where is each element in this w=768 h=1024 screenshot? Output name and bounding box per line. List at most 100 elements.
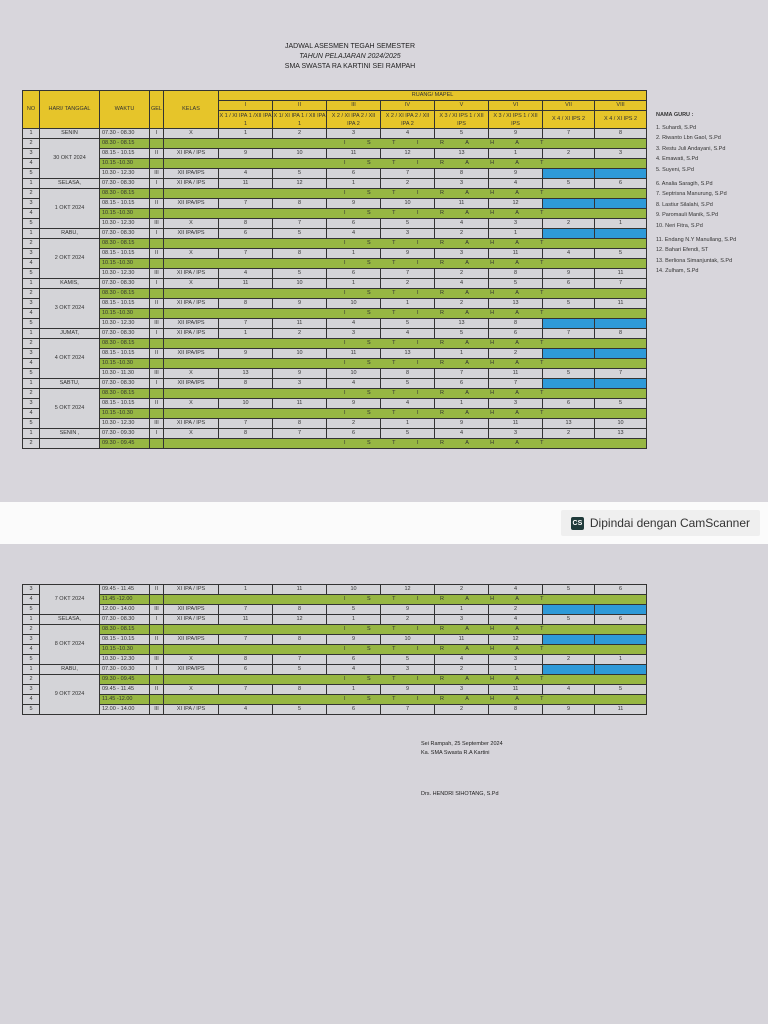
session-gel: III [149,368,164,379]
empty-room-cell [542,604,595,615]
break-label: I S T I R A H A T [163,694,647,705]
room-teacher-number: 9 [488,128,543,139]
room-teacher-number: 9 [326,634,381,645]
header-room-6: VI [488,100,543,111]
room-teacher-number: 7 [488,378,543,389]
session-class: XII IPA/IPS [163,378,219,389]
teacher-item: 4. Emawati, S.Pd [656,156,699,163]
session-time: 07.30 - 08.30 [99,278,150,289]
room-teacher-number: 1 [593,218,648,229]
room-teacher-number: 5 [593,248,648,259]
room-teacher-number: 1 [326,278,381,289]
room-teacher-number: 5 [272,664,327,675]
session-time: 08.15 - 10.15 [99,348,150,359]
row-number: 3 [22,584,40,595]
title-line-3: SMA SWASTA RA KARTINI SEI RAMPAH [284,63,416,70]
scanner-watermark-strip: CS Dipindai dengan CamScanner [0,502,768,544]
day-name: RABU, [39,228,100,239]
room-teacher-number: 6 [326,168,381,179]
row-number: 4 [22,308,40,319]
session-gel: II [149,348,164,359]
session-class: X [163,128,219,139]
room-teacher-number: 2 [542,218,595,229]
day-name: RABU, [39,664,100,675]
header-room-class-8: X 4 / XI IPS 2 [593,110,648,129]
room-teacher-number: 1 [218,584,273,595]
room-teacher-number: 7 [380,168,435,179]
room-teacher-number: 5 [326,604,381,615]
room-teacher-number: 7 [272,654,327,665]
room-teacher-number: 3 [434,614,489,625]
signature-position: Ka. SMA Swasta R.A Kartini [421,750,490,756]
table-row: 1 SENIN 07.30 - 08.30 I X 1 2 3 4 5 9 7 8 [22,128,648,139]
room-teacher-number: 8 [218,654,273,665]
room-teacher-number: 8 [488,318,543,329]
room-teacher-number: 6 [434,378,489,389]
session-gel: III [149,418,164,429]
session-gel: II [149,148,164,159]
break-row: 4 10.15 -10.30 I S T I R A H A T [22,644,647,655]
room-teacher-number: 2 [326,418,381,429]
room-teacher-number: 2 [380,278,435,289]
header-room-class-5: X 3 / XI IPS 1 / XII IPS [434,110,489,129]
header-room-class-1: X 1 / XI IPA 1 /XII IPA 1 [218,110,273,129]
room-teacher-number: 3 [488,654,543,665]
header-row: NO HARI/ TANGGAL WAKTU GEL KELAS RUANG/ MAPEL [22,90,648,129]
session-time: 10.30 - 12.30 [99,218,150,229]
session-class: XII IPA/IPS [163,228,219,239]
room-teacher-number: 2 [434,228,489,239]
room-teacher-number: 4 [542,684,595,695]
table-row: 5 10.30 - 12.30 III XI IPA / IPS 7 8 2 1 9 11 13 10 [22,418,648,429]
break-time: 09.30 - 09.45 [99,438,150,449]
room-teacher-number: 1 [326,248,381,259]
session-gel: III [149,318,164,329]
break-row: 4 10.15 -10.30 I S T I R A H A T [22,308,648,319]
room-teacher-number: 8 [488,268,543,279]
header-room-class-4: X 2 / XI IPA 2 / XII IPA 2 [380,110,435,129]
day-name: SELASA, [39,178,100,189]
table-row: 1 SENIN , 07.30 - 09.30 I X 8 7 6 5 4 3 2 13 [22,428,648,439]
room-teacher-number: 12 [488,634,543,645]
session-gel: I [149,328,164,339]
room-teacher-number: 1 [380,298,435,309]
break-time: 10.15 -10.30 [99,158,150,169]
row-number: 3 [22,348,40,359]
room-teacher-number: 2 [542,428,595,439]
session-gel: II [149,584,164,595]
empty-room-cell [542,634,595,645]
session-time: 07.30 - 08.30 [99,228,150,239]
room-teacher-number: 2 [488,348,543,359]
room-teacher-number: 7 [272,218,327,229]
header-no: NO [22,90,40,129]
room-teacher-number: 11 [218,178,273,189]
room-teacher-number: 5 [272,228,327,239]
title-line-1: JADWAL ASESMEN TEGAH SEMESTER [284,43,416,50]
room-teacher-number: 8 [218,218,273,229]
room-teacher-number: 11 [272,584,327,595]
session-time: 10.30 - 12.30 [99,268,150,279]
teacher-list: NAMA GURU : 1. Suhardi, S.Pd 2. Riwanto L… [656,110,736,277]
room-teacher-number: 8 [434,168,489,179]
session-gel: II [149,198,164,209]
session-time: 08.15 - 10.15 [99,398,150,409]
row-number: 1 [22,228,40,239]
room-teacher-number: 5 [542,614,595,625]
room-teacher-number: 9 [272,368,327,379]
teacher-item: 1. Suhardi, S.Pd [656,124,697,131]
header-room-2: II [272,100,327,111]
session-time: 08.15 - 10.15 [99,198,150,209]
room-teacher-number: 11 [593,268,648,279]
document-title: JADWAL ASESMEN TEGAH SEMESTER TAHUN PELA… [200,42,500,72]
row-number: 5 [22,268,40,279]
day-date: 7 OKT 2024 [39,584,100,615]
room-teacher-number: 3 [593,148,648,159]
empty-room-cell [542,228,595,239]
session-class: X [163,428,219,439]
row-number: 2 [22,338,40,349]
break-gel [149,158,164,169]
header-room-7: VII [542,100,595,111]
room-teacher-number: 1 [326,684,381,695]
room-teacher-number: 2 [380,614,435,625]
